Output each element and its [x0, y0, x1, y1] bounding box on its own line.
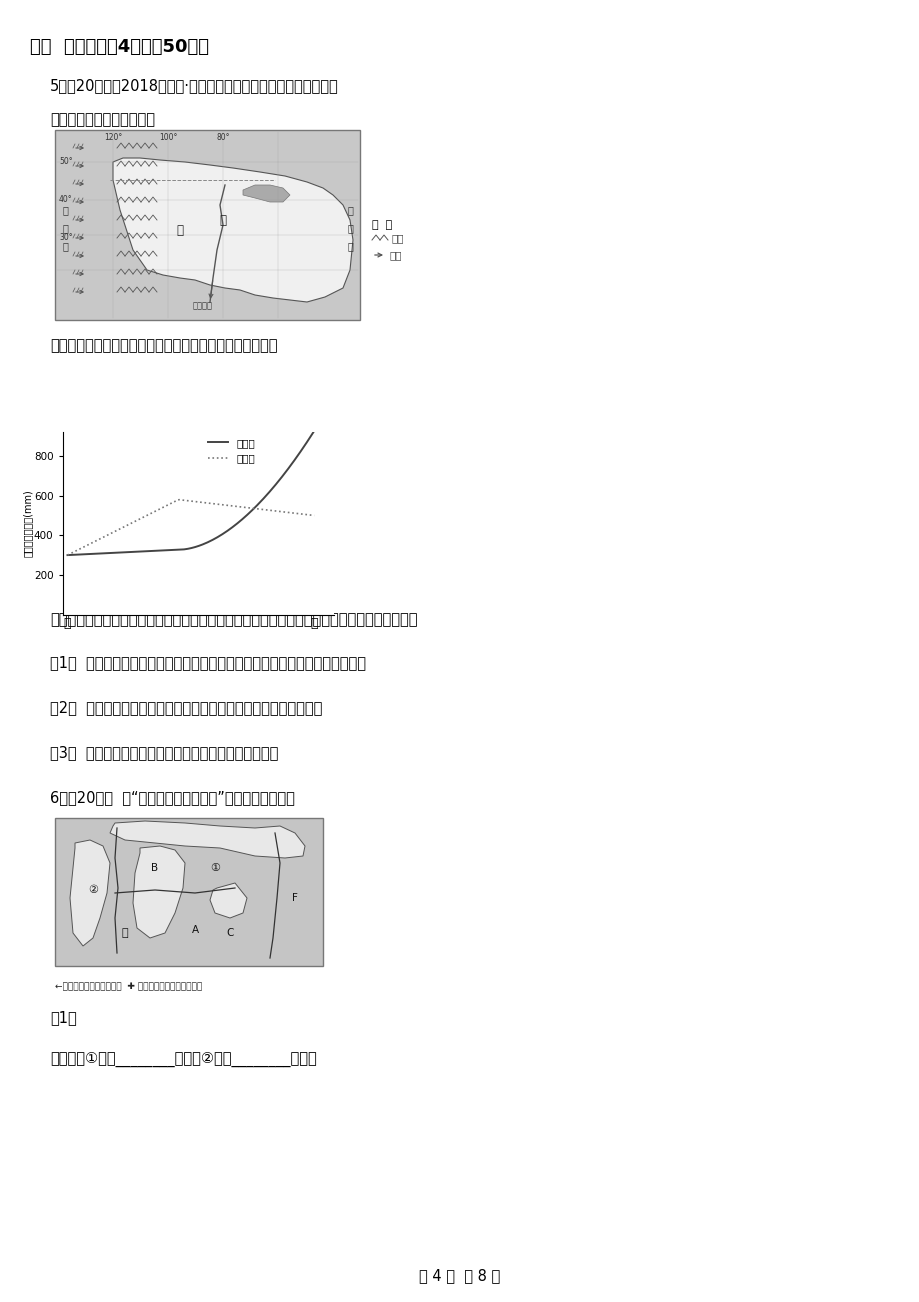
Text: ①: ① [210, 863, 220, 874]
Text: 30°: 30° [59, 233, 73, 242]
Text: 平: 平 [62, 223, 68, 233]
Text: 50°: 50° [59, 158, 73, 167]
Polygon shape [243, 185, 289, 202]
Text: 二、  综合题（兲4题；內50分）: 二、 综合题（兲4题；內50分） [30, 38, 209, 56]
Bar [55, 130, 359, 320]
Polygon shape [70, 840, 110, 947]
Text: 甲: 甲 [121, 928, 128, 937]
Text: 6．（20分）  读“六大板块分布示意图”，完成下列各题。: 6．（20分） 读“六大板块分布示意图”，完成下列各题。 [50, 790, 295, 805]
Text: 120°: 120° [104, 133, 122, 142]
Text: ←生长边界（海岭、断记）  ✚ 消亡边界（海沟、造山带）: ←生长边界（海岭、断记） ✚ 消亡边界（海沟、造山带） [55, 982, 202, 991]
Text: （2）  结合材料二，推断甲、乙两地农业类型的差异，并分析原因。: （2） 结合材料二，推断甲、乙两地农业类型的差异，并分析原因。 [50, 700, 322, 715]
Text: B: B [152, 863, 158, 874]
Text: 材料二：美国从甲地到乙地降水量与蚕发量的关系示意图。: 材料二：美国从甲地到乙地降水量与蚕发量的关系示意图。 [50, 339, 278, 353]
Polygon shape [113, 158, 353, 302]
Text: ②: ② [88, 885, 98, 894]
Text: 第 4 页  八 8 页: 第 4 页 八 8 页 [419, 1268, 500, 1282]
Text: 甲: 甲 [220, 214, 226, 227]
Text: 材料一：美国部分地区图。: 材料一：美国部分地区图。 [50, 112, 154, 128]
Text: F: F [291, 893, 298, 904]
Text: 洋: 洋 [62, 241, 68, 251]
Text: 图中数码①代表________板块，②代表________板块。: 图中数码①代表________板块，②代表________板块。 [50, 1052, 316, 1068]
Text: 墨西哥湾: 墨西哥湾 [193, 301, 213, 310]
Text: C: C [226, 928, 233, 937]
Bar [55, 818, 323, 966]
Text: 河流: 河流 [390, 250, 403, 260]
Text: 40°: 40° [59, 195, 73, 204]
Text: A: A [191, 924, 199, 935]
Text: （3）  结合材料，简述密西西比河航运发达的自然条件。: （3） 结合材料，简述密西西比河航运发达的自然条件。 [50, 745, 278, 760]
Polygon shape [110, 822, 305, 858]
Text: 材料三：密西西比河是世界第四长河，也是北美洲流程最长、流域面积最广、水量最大的河流。: 材料三：密西西比河是世界第四长河，也是北美洲流程最长、流域面积最广、水量最大的河… [50, 612, 417, 628]
Text: 大: 大 [346, 204, 353, 215]
Text: 大: 大 [62, 204, 68, 215]
Text: 洋: 洋 [346, 241, 353, 251]
Y-axis label: 降水量与蚕发量(mm): 降水量与蚕发量(mm) [22, 490, 32, 557]
Text: 图  例: 图 例 [371, 220, 391, 230]
Text: （1）: （1） [50, 1010, 76, 1025]
Text: 100°: 100° [159, 133, 177, 142]
Text: 乙: 乙 [176, 224, 183, 237]
Text: 5．（20分）（2018高二下·福建期末）阅读下列材料，完成问题。: 5．（20分）（2018高二下·福建期末）阅读下列材料，完成问题。 [50, 78, 338, 92]
Text: 山脉: 山脉 [391, 233, 404, 243]
Legend: 降水量, 蚕发量: 降水量, 蚕发量 [203, 434, 259, 467]
Polygon shape [210, 883, 246, 918]
Polygon shape [133, 846, 185, 937]
Text: 80°: 80° [216, 133, 230, 142]
Text: （1）  与同纬度欧洲西部相比较，美国中部平原的气候大陆性强，试分析原因。: （1） 与同纬度欧洲西部相比较，美国中部平原的气候大陆性强，试分析原因。 [50, 655, 366, 671]
Text: 西: 西 [346, 223, 353, 233]
